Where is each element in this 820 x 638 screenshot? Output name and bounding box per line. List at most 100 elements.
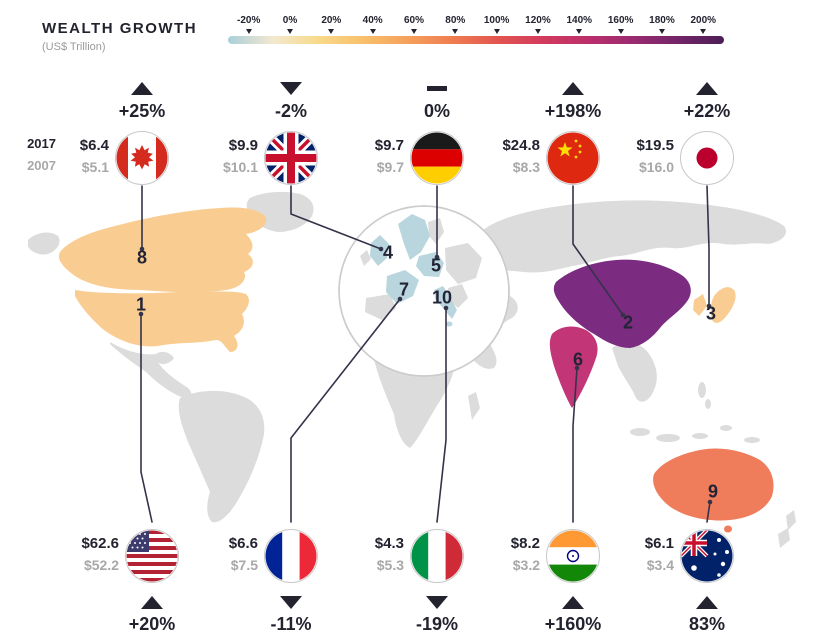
australia-map-shape: [653, 448, 774, 521]
connector-lines: [138, 185, 713, 523]
value-2007: $52.2: [83, 557, 119, 573]
alaska-shape: [28, 232, 60, 255]
header: WEALTH GROWTH (US$ Trillion): [42, 20, 197, 53]
canada-flag-icon: [114, 130, 170, 186]
legend-ticks: -20% 0% 20% 40% 60% 80% 100% 120% 140% 1…: [228, 15, 724, 34]
france-connector: [290, 298, 401, 523]
india-map-shape: [549, 326, 598, 408]
trend-up-icon: [562, 596, 584, 609]
legend-tick-label: 80%: [445, 15, 466, 26]
map-number-india: 6: [572, 349, 584, 370]
growth-percentage: -2%: [274, 101, 307, 121]
country-card-uk: -2% $9.9 $10.1: [206, 82, 376, 186]
russia-shape: [466, 200, 787, 273]
growth-percentage: +20%: [128, 614, 176, 634]
legend-tick-label: 120%: [525, 15, 551, 26]
china-connector: [572, 185, 624, 316]
china-map-shape: [553, 259, 691, 348]
france-flag-icon: [263, 528, 319, 584]
magnifier-border: [338, 205, 510, 377]
map-number-germany: 5: [430, 255, 442, 276]
value-2017: $24.8: [502, 137, 540, 154]
japan-map-shape: [710, 287, 736, 323]
finland-shape: [428, 218, 444, 244]
legend-tick-label: 60%: [403, 15, 424, 26]
usa-connector: [140, 313, 153, 523]
eastern-europe-shape: [445, 243, 482, 284]
ireland-shape: [360, 250, 371, 266]
uk-flag-icon: [263, 130, 319, 186]
india-connector: [572, 367, 578, 523]
growth-percentage: 0%: [423, 101, 450, 121]
year-label-previous: 2007: [27, 158, 56, 173]
balkans-shape: [448, 284, 468, 308]
new-zealand-shape: [786, 510, 796, 530]
value-2007: $3.2: [512, 557, 540, 573]
indonesia-island: [630, 428, 650, 436]
italy-flag-icon: [409, 528, 465, 584]
tick-marker-icon: [617, 29, 624, 34]
growth-percentage: -19%: [415, 614, 459, 634]
year-label-current: 2017: [27, 136, 56, 151]
tick-marker-icon: [534, 29, 541, 34]
value-2007: $5.1: [81, 159, 109, 175]
tick-marker-icon: [410, 29, 417, 34]
tick-marker-icon: [700, 29, 707, 34]
value-2007: $16.0: [638, 159, 674, 175]
indonesia-island: [692, 433, 708, 439]
map-number-uk: 4: [382, 242, 394, 263]
growth-percentage: +22%: [683, 101, 731, 121]
legend-gradient-bar: [228, 36, 724, 44]
value-2017: $6.6: [228, 535, 258, 552]
growth-percentage: -11%: [270, 614, 312, 634]
growth-percentage: +198%: [544, 101, 602, 121]
value-2017: $9.9: [228, 137, 258, 154]
value-2007: $3.4: [646, 557, 674, 573]
value-2017: $4.3: [374, 535, 404, 552]
color-scale-legend: -20% 0% 20% 40% 60% 80% 100% 120% 140% 1…: [228, 15, 724, 44]
scandinavia-shape: [398, 214, 430, 260]
trend-up-icon: [131, 82, 153, 95]
tick-marker-icon: [576, 29, 583, 34]
legend-tick-label: 100%: [483, 15, 510, 26]
value-2017: $6.1: [644, 535, 674, 552]
value-2007: $8.3: [512, 159, 540, 175]
legend-tick-label: 20%: [321, 15, 342, 26]
trend-up-icon: [696, 596, 718, 609]
country-card-australia: $6.1 $3.4: [622, 520, 792, 635]
korea-map-shape: [693, 294, 707, 316]
canada-map-shape: [58, 207, 267, 293]
legend-tick-label: 140%: [566, 15, 593, 26]
legend-tick-label: -20%: [236, 15, 261, 26]
philippines-island: [705, 399, 711, 409]
tick-marker-icon: [328, 29, 335, 34]
legend-tick-label: 200%: [690, 15, 717, 26]
indonesia-island: [720, 425, 732, 431]
tick-marker-icon: [245, 29, 252, 34]
country-card-usa: $62.6 $52.2: [67, 520, 237, 635]
trend-up-icon: [562, 82, 584, 95]
indonesia-island: [656, 434, 680, 442]
map-number-usa: 1: [135, 294, 147, 315]
legend-tick-label: 180%: [649, 15, 675, 26]
germany-flag-icon: [409, 130, 465, 186]
trend-down-icon: [280, 596, 302, 609]
uk-connector: [290, 185, 382, 250]
tasmania-map-shape: [724, 525, 732, 533]
growth-percentage: +160%: [544, 614, 602, 634]
map-number-china: 2: [622, 312, 634, 333]
legend-tick-label: 0%: [282, 15, 298, 26]
country-card-italy: $4.3 $5.3 -19%: [352, 520, 522, 635]
value-2017: $62.6: [81, 535, 119, 552]
map-number-canada: 8: [136, 247, 148, 268]
country-card-japan: +22% $19.5 $16.0: [622, 82, 792, 186]
highlighted-countries: [58, 207, 774, 533]
trend-up-icon: [696, 82, 718, 95]
country-card-canada: +25% $6.4 $5.1: [57, 82, 227, 186]
country-card-china: +198% $24.8 $8.3: [488, 82, 658, 186]
france-map-shape: [386, 270, 419, 304]
growth-percentage: +25%: [118, 101, 166, 121]
usa-map-shape: [75, 290, 249, 352]
value-2007: $9.7: [376, 159, 404, 175]
